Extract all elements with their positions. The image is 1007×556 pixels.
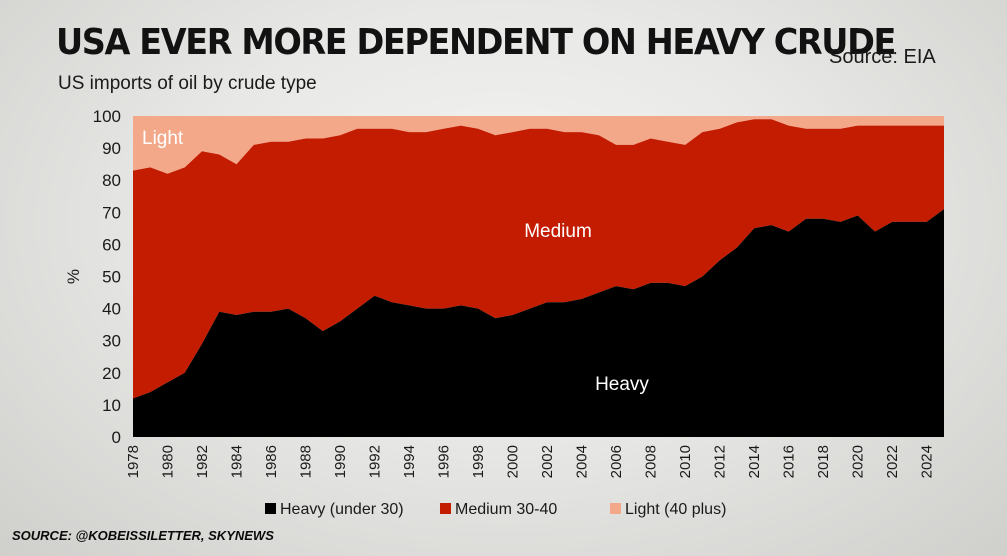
y-tick-label: 0 xyxy=(112,428,121,447)
x-tick-label: 2022 xyxy=(884,445,901,478)
x-tick-label: 1996 xyxy=(436,445,453,478)
legend-label: Medium 30-40 xyxy=(455,501,557,518)
y-tick-label: 80 xyxy=(102,171,121,190)
chart-subtitle: US imports of oil by crude type xyxy=(58,73,317,94)
x-tick-label: 2014 xyxy=(746,445,763,478)
x-tick-label: 1994 xyxy=(401,445,418,478)
source-label: Source: EIA xyxy=(829,46,936,68)
x-tick-label: 2024 xyxy=(919,445,936,478)
y-tick-label: 70 xyxy=(102,203,121,222)
y-tick-label: 40 xyxy=(102,300,121,319)
legend-label: Light (40 plus) xyxy=(625,501,726,518)
legend-swatch xyxy=(610,503,621,514)
area-label-heavy: Heavy xyxy=(595,374,649,395)
x-tick-label: 2002 xyxy=(539,445,556,478)
chart-title: USA EVER MORE DEPENDENT ON HEAVY CRUDE xyxy=(56,22,896,63)
x-tick-label: 2018 xyxy=(815,445,832,478)
x-tick-label: 2006 xyxy=(608,445,625,478)
x-tick-label: 1992 xyxy=(367,445,384,478)
x-tick-label: 2008 xyxy=(643,445,660,478)
y-tick-label: 100 xyxy=(93,107,121,126)
area-label-medium: Medium xyxy=(524,221,592,242)
x-tick-label: 1986 xyxy=(263,445,280,478)
y-axis-label: % xyxy=(64,269,83,284)
x-tick-label: 1988 xyxy=(298,445,315,478)
area-medium xyxy=(133,119,944,399)
area-light xyxy=(133,116,944,174)
y-tick-label: 10 xyxy=(102,396,121,415)
x-tick-label: 1998 xyxy=(470,445,487,478)
y-tick-label: 60 xyxy=(102,235,121,254)
x-tick-label: 2020 xyxy=(850,445,867,478)
y-tick-label: 20 xyxy=(102,364,121,383)
legend-swatch xyxy=(265,503,276,514)
x-tick-label: 1984 xyxy=(229,445,246,478)
y-tick-label: 50 xyxy=(102,268,121,287)
legend-swatch xyxy=(440,503,451,514)
x-tick-label: 1980 xyxy=(160,445,177,478)
footer-source: SOURCE: @KOBEISSILETTER, SKYNEWS xyxy=(12,528,274,543)
y-tick-label: 30 xyxy=(102,332,121,351)
x-tick-label: 2004 xyxy=(574,445,591,478)
x-tick-label: 2016 xyxy=(781,445,798,478)
x-tick-label: 2000 xyxy=(505,445,522,478)
area-heavy xyxy=(133,209,944,437)
stacked-area-chart: 0 10 20 30 40 50 60 70 80 90 100% 1978 1980 1982 1984 1… xyxy=(64,107,944,518)
legend-label: Heavy (under 30) xyxy=(280,501,404,518)
x-tick-label: 1978 xyxy=(125,445,142,478)
y-tick-label: 90 xyxy=(102,139,121,158)
x-tick-label: 2010 xyxy=(677,445,694,478)
x-tick-label: 1982 xyxy=(194,445,211,478)
x-tick-label: 1990 xyxy=(332,445,349,478)
x-tick-label: 2012 xyxy=(712,445,729,478)
area-label-light: Light xyxy=(142,128,184,149)
